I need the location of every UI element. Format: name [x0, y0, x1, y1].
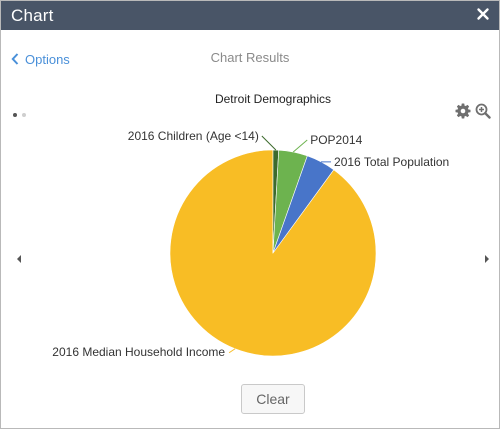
leader-line-2016-median-household-income: [228, 348, 236, 354]
slice-label-2016-total-population: 2016 Total Population: [334, 155, 449, 169]
gear-icon[interactable]: [455, 103, 471, 124]
chevron-left-icon: [11, 53, 19, 65]
page-dot[interactable]: [22, 113, 26, 117]
options-label: Options: [25, 51, 70, 67]
chart-results-heading: Chart Results: [210, 50, 290, 65]
window-title: Chart: [11, 6, 54, 25]
slice-label-2016-children-age-14: 2016 Children (Age <14): [128, 129, 259, 143]
clear-button[interactable]: Clear: [241, 384, 305, 414]
pie-chart: Detroit Demographics 2016 Median Househo…: [52, 92, 449, 359]
chart-title: Detroit Demographics: [215, 92, 331, 106]
next-chart-arrow[interactable]: [483, 251, 491, 263]
slice-label-2016-median-household-income: 2016 Median Household Income: [52, 345, 225, 359]
page-dot-active[interactable]: [13, 113, 17, 117]
previous-chart-arrow[interactable]: [15, 251, 23, 263]
leader-line-pop2014: [292, 139, 308, 153]
title-bar: Chart: [1, 1, 499, 30]
zoom-in-icon[interactable]: [475, 103, 491, 124]
options-link[interactable]: Options: [11, 51, 70, 67]
slice-label-pop2014: POP2014: [310, 133, 362, 147]
leader-line-2016-children-age-14: [261, 135, 277, 151]
pie-chart-area: Detroit Demographics 2016 Median Househo…: [1, 87, 499, 377]
close-icon[interactable]: [475, 6, 491, 22]
